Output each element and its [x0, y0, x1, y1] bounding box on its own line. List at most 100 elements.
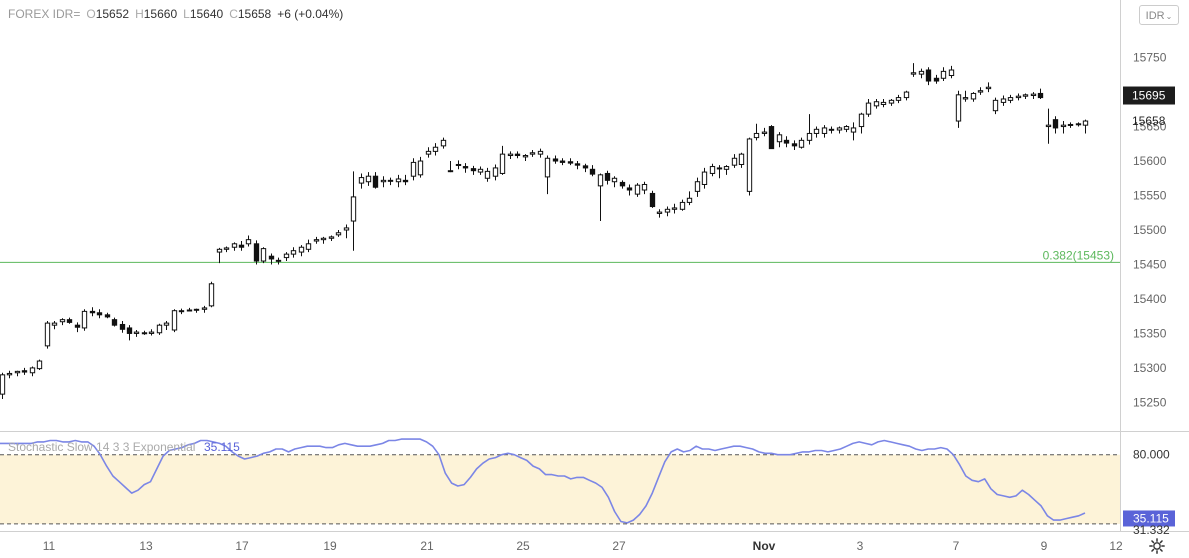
candle	[417, 156, 424, 178]
candle	[1067, 122, 1074, 128]
price-tick-label: 15600	[1133, 154, 1167, 168]
candle-body	[992, 99, 999, 112]
candle-body	[186, 309, 193, 312]
time-axis-label: 11	[43, 539, 56, 553]
candle-body	[567, 161, 574, 164]
stochastic-band	[0, 454, 1120, 524]
candle	[260, 247, 267, 264]
candle	[335, 230, 342, 237]
candle-body	[709, 166, 716, 174]
candle	[358, 173, 365, 189]
candle	[402, 174, 409, 186]
candle-body	[746, 138, 753, 192]
candle	[634, 183, 641, 197]
candle-body	[141, 332, 148, 335]
candle-body	[955, 94, 962, 122]
candle-body	[223, 247, 230, 250]
candle-body	[865, 102, 872, 115]
candle-body	[694, 181, 701, 192]
open-value: 15652	[95, 7, 130, 21]
candle	[119, 321, 126, 333]
candle-body	[686, 197, 693, 203]
candle	[865, 98, 872, 117]
price-tick-label: 15750	[1133, 51, 1167, 65]
candle-body	[59, 319, 66, 323]
candle-body	[552, 158, 559, 162]
candle	[1060, 121, 1067, 134]
candle-body	[275, 259, 282, 262]
candle	[44, 321, 51, 349]
candle-body	[716, 167, 723, 170]
candle-body	[455, 163, 462, 166]
candle-body	[783, 139, 790, 144]
gear-icon[interactable]	[1148, 537, 1166, 555]
candle	[223, 246, 230, 253]
candle	[522, 154, 529, 162]
chevron-down-icon: ⌄	[1165, 12, 1173, 21]
candle-body	[126, 327, 133, 334]
candle	[253, 240, 260, 265]
candle	[559, 158, 566, 166]
candle	[350, 171, 357, 251]
candle-body	[731, 157, 738, 166]
candle	[492, 164, 499, 181]
candle	[133, 330, 140, 337]
candle-body	[253, 243, 260, 262]
price-tick-label: 15350	[1133, 326, 1167, 340]
stochastic-current-value: 35.115	[204, 440, 240, 454]
candle	[96, 309, 103, 319]
candle-body	[559, 160, 566, 163]
candle-body	[619, 181, 626, 187]
candle	[499, 145, 506, 175]
candle	[410, 158, 417, 181]
candle	[597, 173, 604, 222]
candle-body	[119, 323, 126, 330]
candle	[537, 148, 544, 158]
candle	[850, 122, 857, 141]
candle	[313, 236, 320, 244]
candle	[1030, 92, 1037, 99]
candle-body	[372, 175, 379, 188]
candle-body	[395, 178, 402, 183]
time-axis-label: 19	[323, 539, 337, 553]
candle	[440, 137, 447, 149]
candle-body	[320, 237, 327, 241]
candle	[111, 317, 118, 327]
candle-body	[626, 187, 633, 191]
time-axis-label: 13	[139, 539, 153, 553]
candle-body	[104, 314, 111, 318]
candle	[806, 114, 813, 145]
stochastic-line	[0, 438, 1086, 524]
change-value: +6 (+0.04%)	[277, 7, 344, 21]
candle	[873, 98, 880, 109]
candle	[992, 97, 999, 115]
candle-body	[641, 183, 648, 191]
candle-body	[81, 310, 88, 329]
candle	[686, 191, 693, 206]
symbol-label: FOREX IDR=	[8, 7, 81, 21]
currency-select[interactable]: IDR⌄	[1139, 5, 1179, 25]
candle	[589, 165, 596, 177]
candle	[925, 67, 932, 86]
candle	[753, 123, 760, 141]
stochastic-axis-label: 80.000	[1133, 448, 1170, 462]
candle	[574, 161, 581, 170]
candle	[1075, 122, 1082, 127]
candle	[776, 132, 783, 148]
candle	[880, 98, 887, 108]
high-value: 15660	[143, 7, 178, 21]
candle-body	[335, 232, 342, 236]
candle-body	[0, 374, 6, 395]
candle	[484, 167, 491, 182]
candle-body	[290, 250, 297, 255]
candle	[626, 184, 633, 196]
candle-body	[985, 86, 992, 90]
candle	[1007, 94, 1014, 104]
candle-body	[477, 168, 484, 173]
candle-body	[903, 91, 910, 99]
candle-body	[649, 192, 656, 208]
candle-body	[417, 160, 424, 176]
candle-body	[1007, 97, 1014, 101]
candle-body	[589, 168, 596, 175]
